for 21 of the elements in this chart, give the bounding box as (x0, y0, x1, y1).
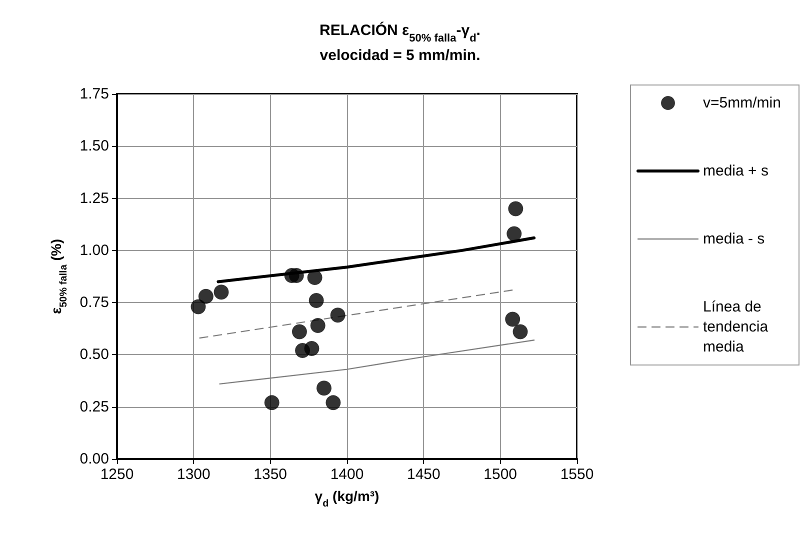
x-tick-label: 1550 (560, 466, 594, 483)
y-tick-label: 1.25 (80, 190, 109, 207)
y-tick-label: 1.00 (80, 242, 109, 259)
y-tick-label: 0.25 (80, 398, 109, 416)
legend-label: media + s (703, 162, 768, 180)
x-tick-label: 1300 (176, 466, 210, 483)
y-tick-label: 1.50 (80, 138, 109, 155)
y-tick-label: 0.50 (80, 346, 109, 364)
y-tick-label: 0.75 (80, 294, 109, 312)
legend-label: v=5mm/min (703, 94, 781, 112)
legend-label: media - s (703, 230, 765, 248)
x-tick-label: 1400 (330, 466, 364, 483)
x-tick-label: 1350 (254, 466, 288, 483)
chart-subtitle: velocidad = 5 mm/min. (320, 47, 480, 64)
x-tick-label: 1450 (406, 466, 440, 483)
y-axis-title: ε50% falla (%) (48, 238, 70, 314)
y-tick-label: 1.75 (80, 86, 109, 102)
legend-label: Línea de tendencia media (703, 298, 772, 356)
x-tick-label: 1500 (484, 466, 518, 483)
y-tick-label: 0.00 (80, 450, 109, 468)
x-tick-label: 1250 (100, 466, 134, 483)
